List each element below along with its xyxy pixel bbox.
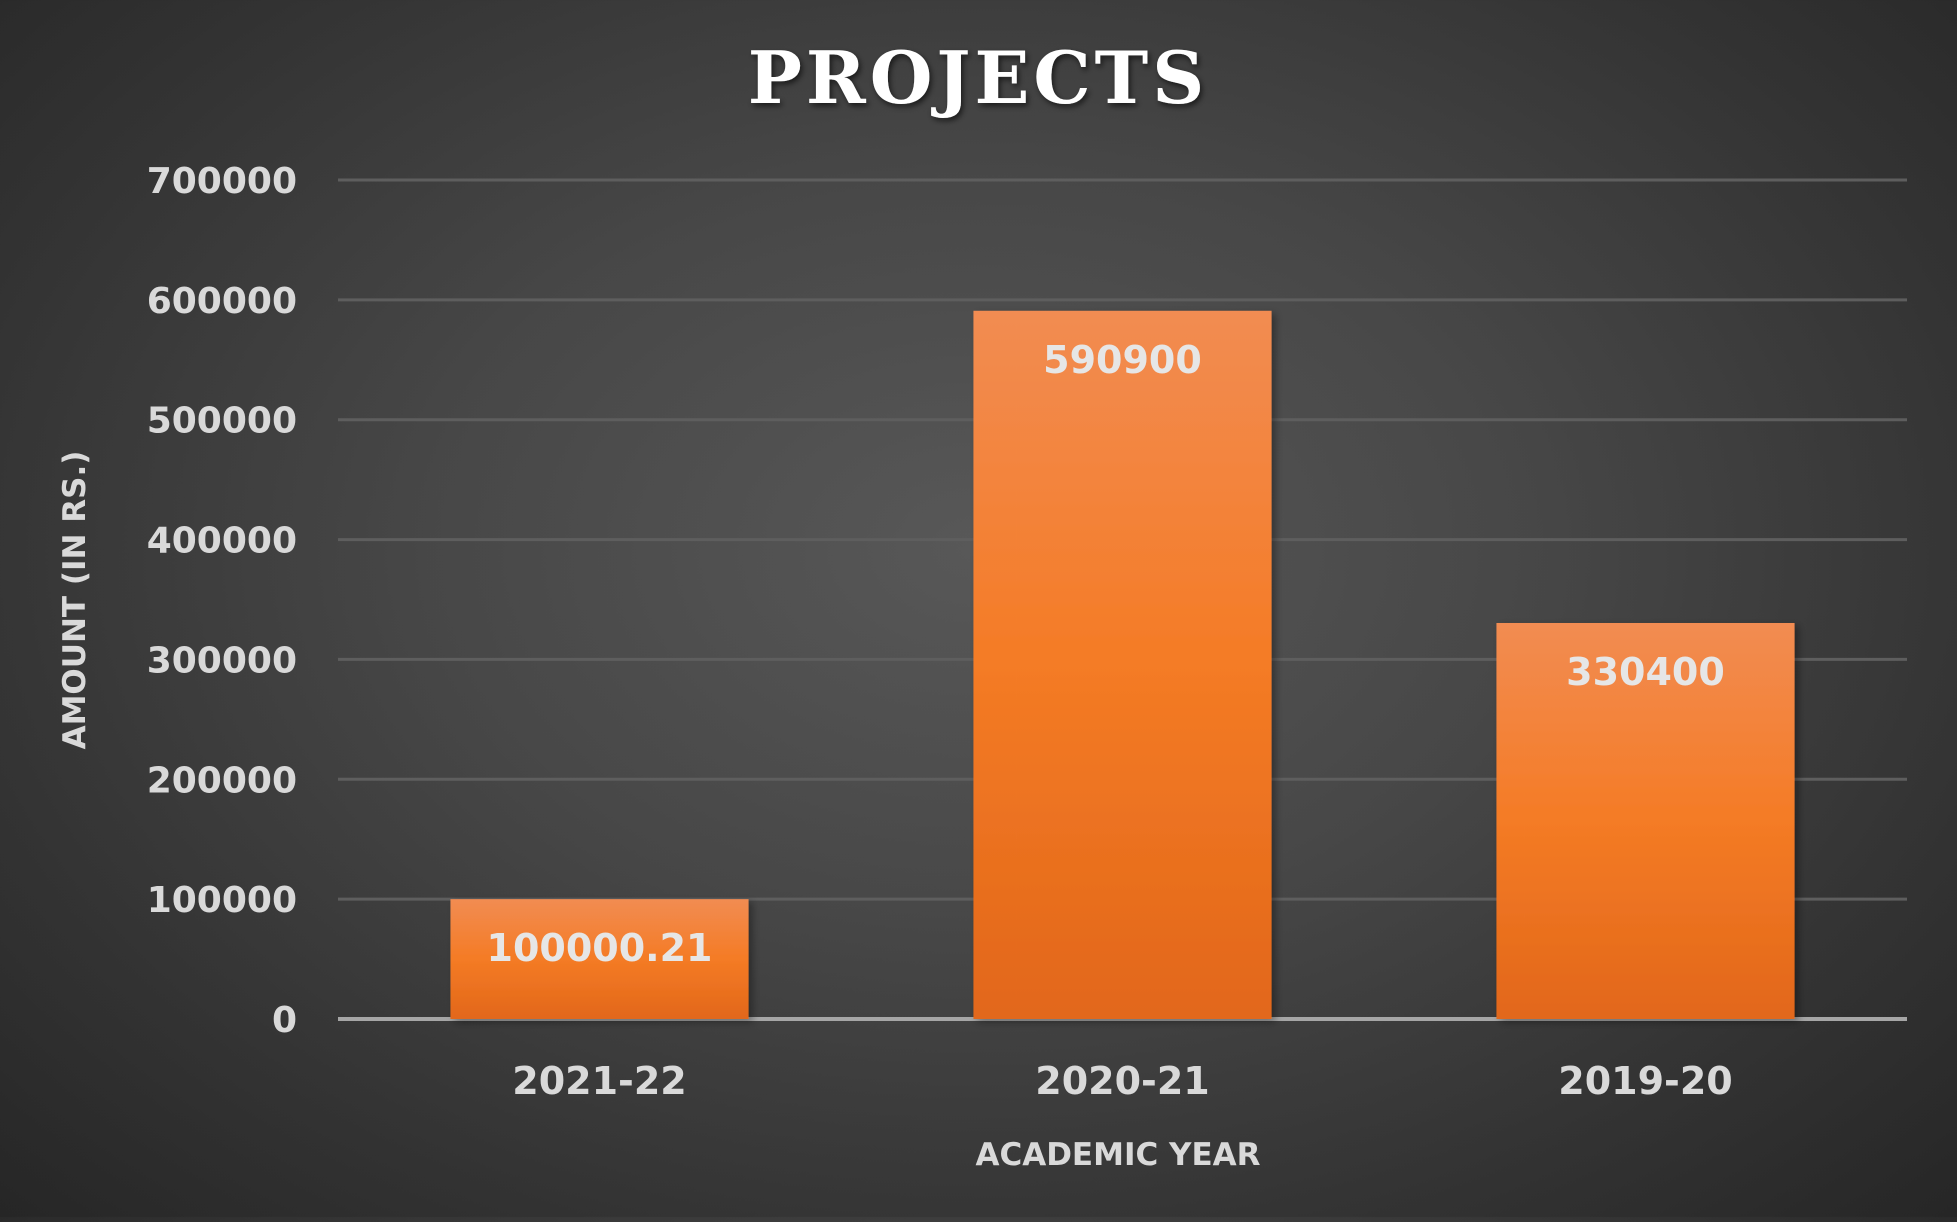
data-labels: 100000.21 590900 330400 — [487, 338, 1725, 970]
y-tick-label: 400000 — [147, 521, 297, 562]
bar-2021-22 — [450, 899, 749, 1019]
y-tick-label: 700000 — [147, 161, 297, 202]
y-tick-label: 100000 — [147, 880, 297, 921]
y-tick-label: 0 — [272, 1000, 297, 1041]
y-axis-tick-labels: 0 100000 200000 300000 400000 500000 600000 700… — [147, 161, 297, 1041]
y-axis-title: AMOUNT (IN RS.) — [57, 451, 93, 750]
data-label-2019-20: 330400 — [1566, 650, 1725, 694]
data-label-2021-22: 100000.21 — [487, 926, 713, 970]
bar-2020-21 — [973, 310, 1272, 1019]
x-tick-label-2021-22: 2021-22 — [512, 1059, 686, 1103]
x-tick-label-2019-20: 2019-20 — [1558, 1059, 1732, 1103]
chart-title: PROJECTS — [748, 35, 1209, 120]
y-tick-label: 600000 — [147, 281, 297, 322]
bar-2019-20 — [1496, 622, 1795, 1019]
x-axis-category-labels: 2021-22 2020-21 2019-20 — [512, 1059, 1732, 1103]
y-tick-label: 300000 — [147, 640, 297, 681]
data-label-2020-21: 590900 — [1043, 338, 1202, 382]
y-tick-label: 500000 — [147, 401, 297, 442]
y-tick-label: 200000 — [147, 760, 297, 801]
x-tick-label-2020-21: 2020-21 — [1035, 1059, 1209, 1103]
x-axis-title: ACADEMIC YEAR — [975, 1137, 1260, 1173]
bars — [450, 310, 1795, 1019]
